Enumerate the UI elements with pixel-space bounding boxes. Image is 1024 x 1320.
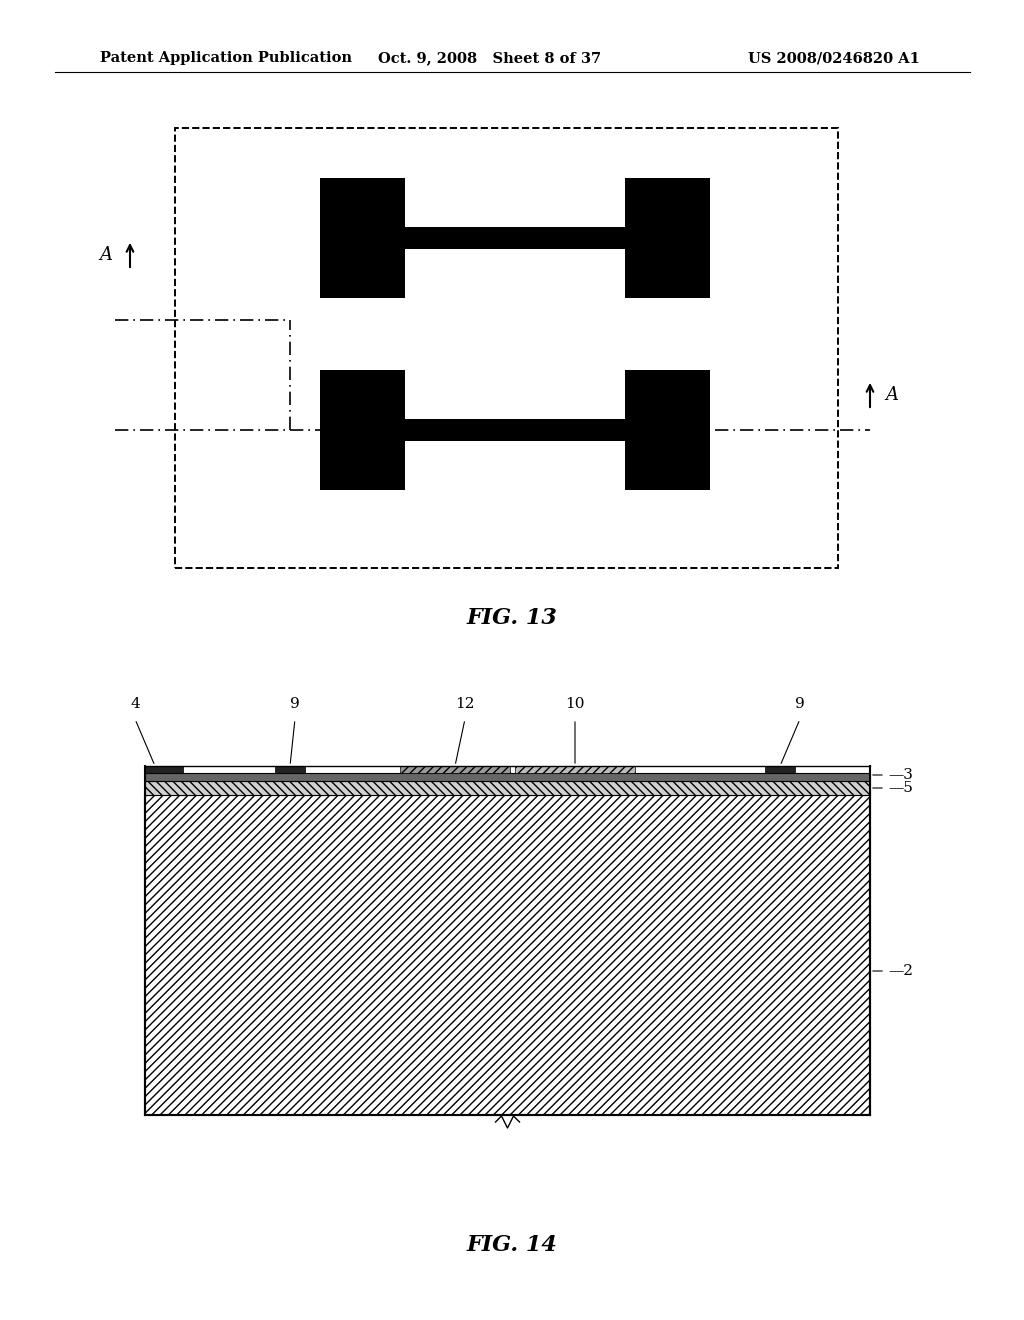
Text: US 2008/0246820 A1: US 2008/0246820 A1 bbox=[749, 51, 920, 65]
Bar bbox=[145, 781, 870, 795]
Text: —2: —2 bbox=[888, 964, 913, 978]
Text: —3: —3 bbox=[888, 768, 912, 781]
Text: Patent Application Publication: Patent Application Publication bbox=[100, 51, 352, 65]
Text: 10: 10 bbox=[565, 697, 585, 711]
Text: Oct. 9, 2008   Sheet 8 of 37: Oct. 9, 2008 Sheet 8 of 37 bbox=[379, 51, 601, 65]
Text: A: A bbox=[99, 246, 112, 264]
Bar bbox=[145, 795, 870, 1115]
Bar bbox=[625, 178, 710, 298]
Bar bbox=[145, 766, 183, 774]
Bar bbox=[515, 766, 635, 774]
Text: —5: —5 bbox=[888, 781, 912, 795]
Bar bbox=[625, 370, 710, 490]
Bar bbox=[319, 178, 406, 298]
Text: 9: 9 bbox=[290, 697, 300, 711]
Bar bbox=[406, 418, 625, 441]
Text: FIG. 14: FIG. 14 bbox=[467, 1234, 557, 1257]
Bar bbox=[275, 766, 305, 774]
Text: 9: 9 bbox=[795, 697, 805, 711]
Text: A: A bbox=[885, 385, 898, 404]
Bar bbox=[319, 370, 406, 490]
Bar bbox=[400, 766, 510, 774]
Bar bbox=[765, 766, 795, 774]
Bar bbox=[175, 128, 838, 568]
Bar bbox=[406, 227, 625, 249]
Text: FIG. 13: FIG. 13 bbox=[467, 607, 557, 630]
Text: 12: 12 bbox=[456, 697, 475, 711]
Text: 4: 4 bbox=[130, 697, 140, 711]
Bar bbox=[145, 774, 870, 781]
